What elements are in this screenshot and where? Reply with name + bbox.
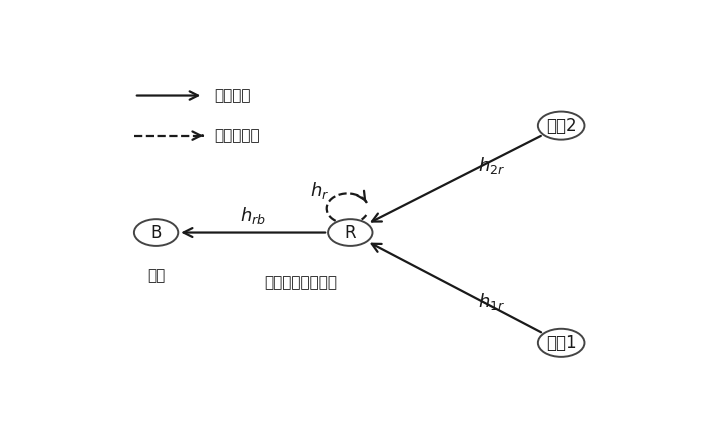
Circle shape: [538, 112, 584, 140]
Circle shape: [328, 219, 372, 246]
Text: 自干扰链路: 自干扰链路: [214, 128, 260, 143]
Text: 用戶1: 用戶1: [546, 334, 576, 352]
Text: 基站: 基站: [147, 269, 165, 283]
FancyArrowPatch shape: [372, 244, 541, 332]
Text: $h_{1r}$: $h_{1r}$: [478, 290, 505, 312]
Text: B: B: [150, 224, 162, 242]
Text: $h_{rb}$: $h_{rb}$: [240, 205, 266, 226]
Text: 用戶2: 用戶2: [546, 117, 576, 135]
FancyArrowPatch shape: [372, 136, 541, 221]
FancyArrowPatch shape: [183, 228, 325, 237]
Text: $h_{2r}$: $h_{2r}$: [478, 155, 505, 176]
Circle shape: [538, 329, 584, 357]
Text: 中继站全双工天线: 中继站全双工天线: [264, 275, 337, 290]
Text: 传输链路: 传输链路: [214, 88, 251, 103]
Text: R: R: [344, 224, 356, 242]
Text: $h_{r}$: $h_{r}$: [310, 180, 329, 201]
Circle shape: [134, 219, 178, 246]
